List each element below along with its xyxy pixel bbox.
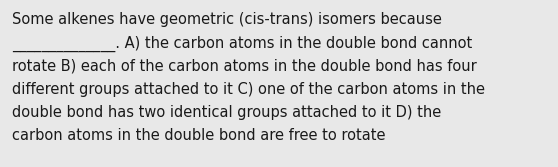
Text: ______________. A) the carbon atoms in the double bond cannot: ______________. A) the carbon atoms in t… — [12, 35, 472, 51]
Text: different groups attached to it C) one of the carbon atoms in the: different groups attached to it C) one o… — [12, 82, 485, 97]
Text: double bond has two identical groups attached to it D) the: double bond has two identical groups att… — [12, 105, 441, 120]
Text: Some alkenes have geometric (cis-trans) isomers because: Some alkenes have geometric (cis-trans) … — [12, 12, 442, 27]
Text: rotate B) each of the carbon atoms in the double bond has four: rotate B) each of the carbon atoms in th… — [12, 59, 477, 74]
Text: carbon atoms in the double bond are free to rotate: carbon atoms in the double bond are free… — [12, 128, 386, 143]
